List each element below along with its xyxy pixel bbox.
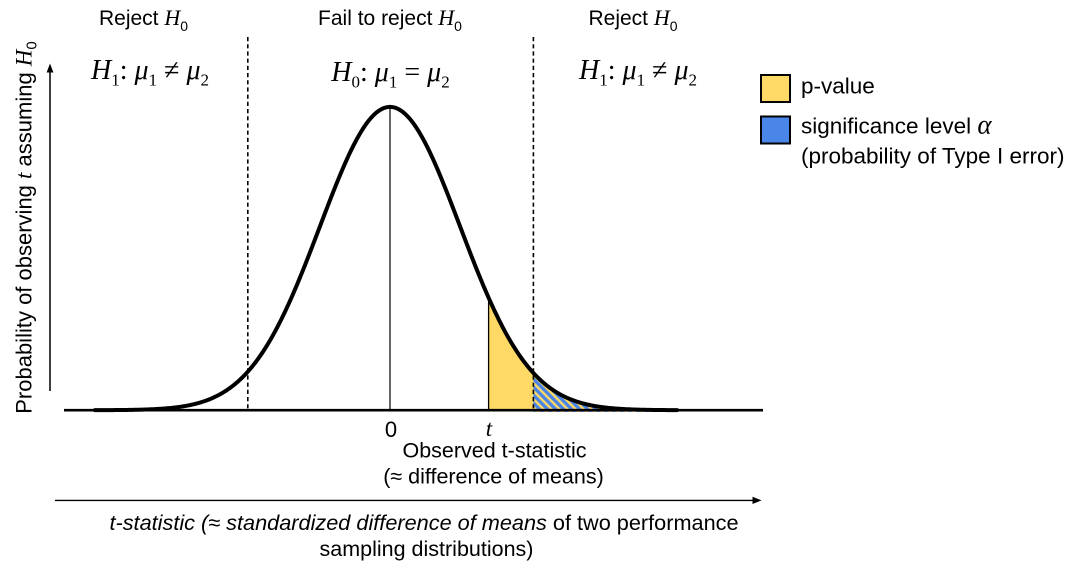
svg-text:Reject H0: Reject H0 bbox=[588, 5, 677, 34]
svg-text:t-statistic (≈ standardized di: t-statistic (≈ standardized difference o… bbox=[109, 510, 738, 535]
svg-text:Observed t-statistic: Observed t-statistic bbox=[403, 439, 587, 463]
svg-text:(≈ difference of means): (≈ difference of means) bbox=[383, 465, 604, 489]
svg-text:(probability of Type I error): (probability of Type I error) bbox=[801, 144, 1064, 169]
svg-text:H0: μ1 = μ2: H0: μ1 = μ2 bbox=[330, 57, 449, 92]
svg-text:Fail to reject H0: Fail to reject H0 bbox=[318, 5, 462, 34]
svg-text:significance level α: significance level α bbox=[801, 110, 992, 140]
svg-text:0: 0 bbox=[385, 417, 397, 442]
svg-text:t: t bbox=[486, 416, 493, 441]
svg-text:Reject H0: Reject H0 bbox=[99, 5, 188, 34]
svg-text:H1: μ1 ≠ μ2: H1: μ1 ≠ μ2 bbox=[578, 55, 697, 90]
svg-text:H1: μ1 ≠ μ2: H1: μ1 ≠ μ2 bbox=[90, 55, 209, 90]
svg-text:Probability of observing t ass: Probability of observing t assuming H0 bbox=[12, 41, 41, 414]
svg-text:sampling distributions): sampling distributions) bbox=[320, 537, 534, 561]
svg-text:p-value: p-value bbox=[801, 74, 875, 99]
